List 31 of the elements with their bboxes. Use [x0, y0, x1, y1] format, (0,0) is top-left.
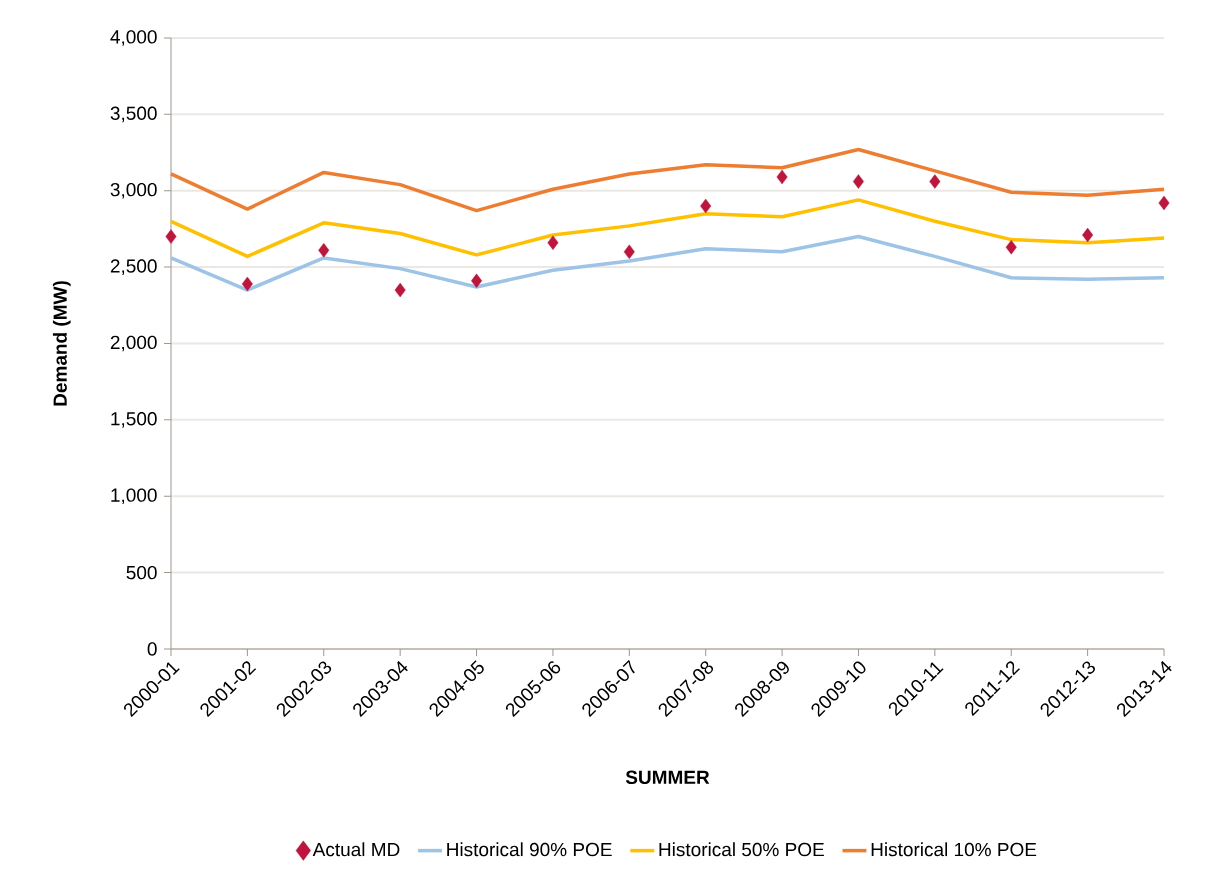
- point: [929, 174, 941, 189]
- y-tick-label: 1,500: [111, 412, 157, 428]
- legend-label: Historical 50% POE: [659, 842, 824, 857]
- point: [547, 235, 559, 250]
- y-tick-label: 4,000: [110, 30, 157, 46]
- y-tick-label: 500: [126, 565, 157, 580]
- line-series: [169, 234, 1166, 292]
- legend-label: Historical 10% POE: [871, 842, 1037, 857]
- point: [241, 276, 253, 292]
- x-axis-title: SUMMER: [625, 770, 710, 785]
- point: [853, 174, 864, 189]
- y-tick-label: 0: [147, 642, 157, 656]
- point: [700, 198, 712, 214]
- y-tick-label: 3,000: [110, 182, 157, 199]
- point: [776, 169, 788, 185]
- point: [394, 282, 406, 298]
- y-tick-label: 2,000: [110, 335, 157, 352]
- line-series: [169, 198, 1166, 259]
- point: [318, 243, 330, 258]
- y-tick-label: 2,500: [110, 259, 157, 275]
- point: [1005, 240, 1017, 255]
- legend-label: Historical 90% POE: [447, 842, 612, 857]
- y-tick-label: 1,000: [111, 488, 157, 505]
- line-series: [169, 147, 1166, 213]
- legend-label: Actual MD: [312, 842, 400, 857]
- point: [165, 229, 177, 244]
- point: [1158, 195, 1170, 211]
- y-tick-label: 3,500: [110, 106, 157, 123]
- point: [623, 244, 635, 260]
- point: [1082, 227, 1094, 243]
- y-axis-title: Demand (MW): [52, 281, 71, 406]
